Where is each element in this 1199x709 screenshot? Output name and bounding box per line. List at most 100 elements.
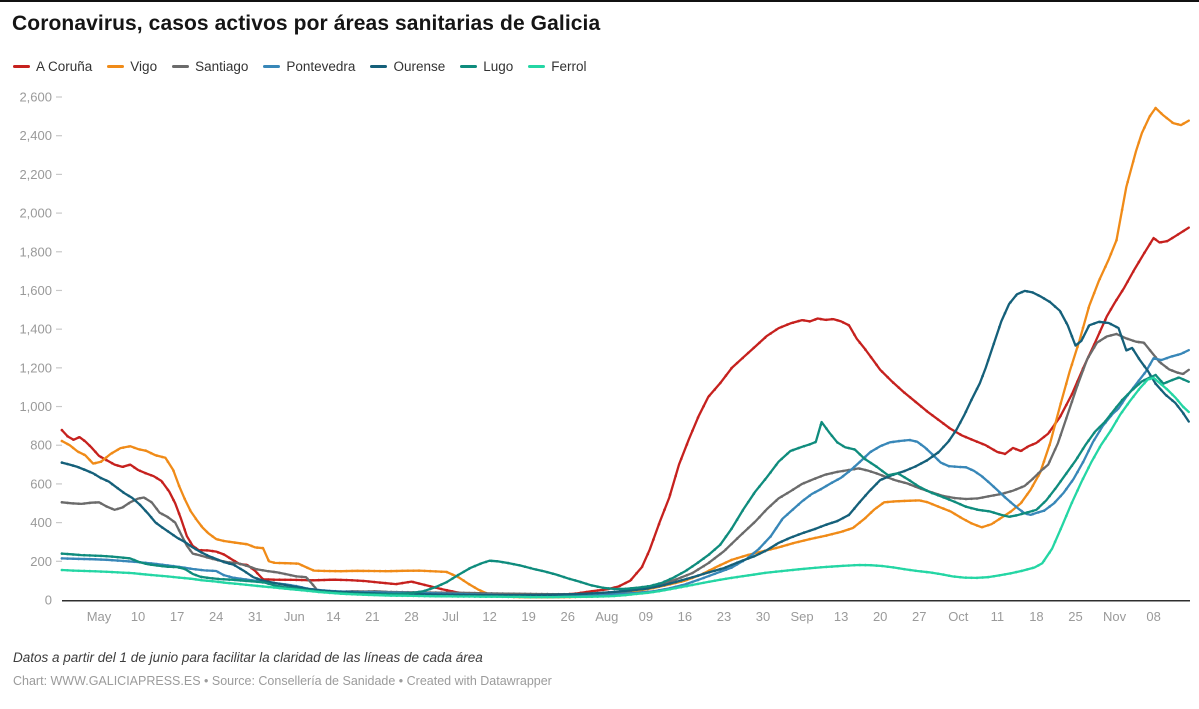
data-point xyxy=(122,556,125,559)
data-point xyxy=(1171,355,1174,358)
data-point xyxy=(758,515,761,519)
series-santiago[interactable] xyxy=(60,332,1190,596)
series-ourense[interactable] xyxy=(60,289,1190,597)
data-point xyxy=(903,499,906,503)
data-point xyxy=(462,579,466,582)
data-point xyxy=(791,568,795,572)
data-point xyxy=(936,451,940,454)
data-point xyxy=(986,359,990,362)
data-point xyxy=(886,500,889,504)
data-point xyxy=(428,569,432,573)
data-point xyxy=(1109,252,1113,256)
data-point xyxy=(758,341,761,345)
data-point xyxy=(964,466,968,469)
data-point xyxy=(188,567,192,570)
data-point xyxy=(1065,382,1068,386)
data-point xyxy=(1143,378,1146,382)
data-point xyxy=(758,572,761,575)
data-point xyxy=(211,580,214,583)
data-point xyxy=(445,580,449,584)
data-point xyxy=(685,582,689,586)
data-point xyxy=(177,537,181,541)
data-point xyxy=(1182,372,1185,375)
data-point xyxy=(322,591,326,594)
data-point xyxy=(741,532,744,535)
series-pontevedra[interactable] xyxy=(60,348,1190,598)
data-point xyxy=(334,592,337,595)
series-lugo[interactable] xyxy=(60,373,1190,596)
data-point xyxy=(144,562,147,565)
data-point xyxy=(601,591,605,594)
data-point xyxy=(60,552,64,555)
x-tick-label: 20 xyxy=(873,609,887,624)
data-point xyxy=(149,516,153,519)
y-tick-label: 2,400 xyxy=(19,128,52,143)
data-point xyxy=(786,513,789,516)
data-point xyxy=(82,557,86,561)
data-point xyxy=(1020,290,1023,294)
series-line-ourense[interactable] xyxy=(60,289,1190,597)
series-ferrol[interactable] xyxy=(60,376,1190,599)
data-point xyxy=(462,570,466,574)
data-point xyxy=(401,594,404,598)
data-point xyxy=(1109,322,1113,326)
data-point xyxy=(869,563,873,567)
data-point xyxy=(1092,346,1096,349)
data-point xyxy=(82,553,86,557)
data-point xyxy=(1109,308,1113,311)
data-point xyxy=(1048,430,1051,434)
data-point xyxy=(1059,414,1062,417)
data-point xyxy=(82,453,86,457)
data-point xyxy=(786,543,789,547)
data-point xyxy=(892,440,895,444)
data-point xyxy=(534,593,538,597)
data-point xyxy=(585,582,588,586)
data-point xyxy=(467,567,471,570)
data-point xyxy=(228,562,231,565)
data-point xyxy=(897,499,901,503)
data-point xyxy=(841,469,845,473)
data-point xyxy=(138,496,142,500)
data-point xyxy=(1053,487,1057,491)
data-point xyxy=(479,562,482,566)
series-line-santiago[interactable] xyxy=(60,332,1190,596)
data-point xyxy=(211,569,214,573)
data-point xyxy=(919,443,923,447)
series-line-vigo[interactable] xyxy=(60,106,1190,599)
data-point xyxy=(479,589,482,592)
data-point xyxy=(741,509,744,512)
data-point xyxy=(289,573,293,577)
data-point xyxy=(144,497,147,500)
data-point xyxy=(691,576,694,579)
data-point xyxy=(657,589,661,593)
legend-item-pontevedra: Pontevedra xyxy=(263,59,355,74)
data-point xyxy=(512,562,516,566)
data-point xyxy=(657,522,661,526)
data-point xyxy=(110,558,114,562)
data-point xyxy=(149,451,153,455)
data-point xyxy=(484,595,488,598)
data-point xyxy=(607,595,610,598)
data-point xyxy=(77,569,80,573)
data-point xyxy=(267,585,270,589)
data-point xyxy=(992,448,996,452)
data-point xyxy=(105,554,108,558)
data-point xyxy=(540,593,544,597)
data-point xyxy=(892,500,895,503)
data-point xyxy=(412,580,415,584)
data-point xyxy=(769,546,772,550)
chart-footnote: Datos a partir del 1 de junio para facil… xyxy=(13,650,483,665)
series-line-a-coruna[interactable] xyxy=(60,226,1190,597)
data-point xyxy=(428,585,432,588)
series-line-lugo[interactable] xyxy=(60,373,1190,596)
data-point xyxy=(1042,559,1046,563)
data-point xyxy=(914,483,917,486)
series-vigo[interactable] xyxy=(60,106,1190,599)
data-point xyxy=(116,555,119,559)
y-tick-label: 2,200 xyxy=(19,167,52,182)
data-point xyxy=(964,576,968,579)
data-point xyxy=(975,576,979,580)
data-point xyxy=(780,540,783,543)
data-point xyxy=(328,578,332,582)
